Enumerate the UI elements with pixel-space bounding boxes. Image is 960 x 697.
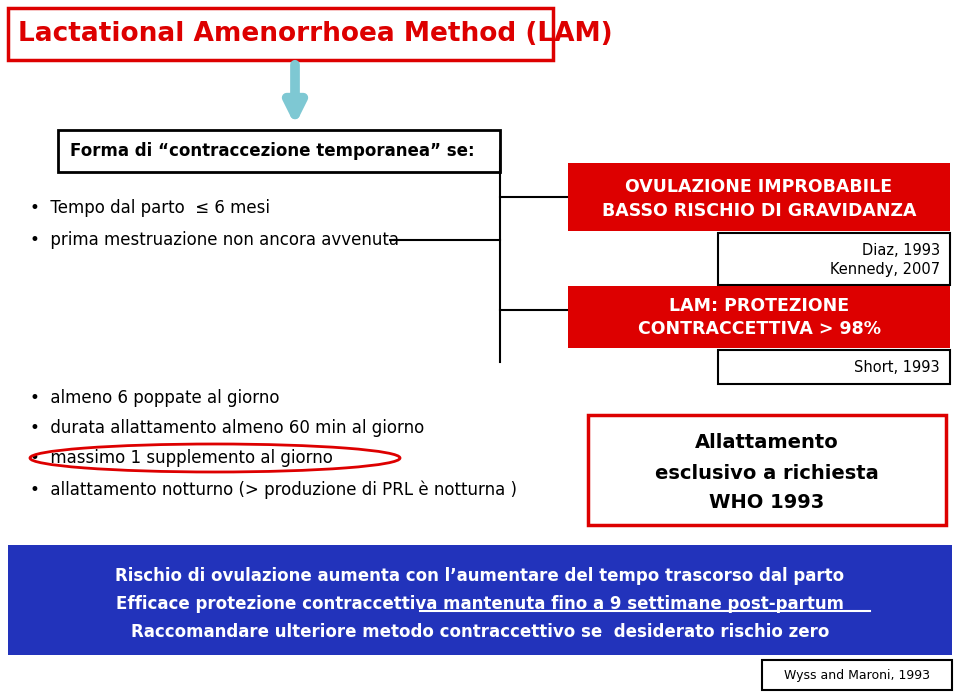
Text: Lactational Amenorrhoea Method (LAM): Lactational Amenorrhoea Method (LAM)	[18, 21, 612, 47]
Text: Raccomandare ulteriore metodo contraccettivo se  desiderato rischio zero: Raccomandare ulteriore metodo contraccet…	[131, 623, 829, 641]
Text: Short, 1993: Short, 1993	[854, 360, 940, 374]
Text: OVULAZIONE IMPROBABILE: OVULAZIONE IMPROBABILE	[625, 178, 893, 196]
Text: Efficace protezione contraccettiva mantenuta fino a 9 settimane post-partum: Efficace protezione contraccettiva mante…	[116, 595, 844, 613]
Text: Wyss and Maroni, 1993: Wyss and Maroni, 1993	[784, 668, 930, 682]
Bar	[8, 545, 952, 655]
Text: •  almeno 6 poppate al giorno: • almeno 6 poppate al giorno	[30, 389, 279, 407]
Text: esclusivo a richiesta: esclusivo a richiesta	[655, 464, 878, 483]
Bar	[568, 163, 950, 231]
Text: Kennedy, 2007: Kennedy, 2007	[829, 262, 940, 277]
Bar	[568, 286, 950, 348]
Text: •  Tempo dal parto  ≤ 6 mesi: • Tempo dal parto ≤ 6 mesi	[30, 199, 270, 217]
Text: Rischio di ovulazione aumenta con l’aumentare del tempo trascorso dal parto: Rischio di ovulazione aumenta con l’aume…	[115, 567, 845, 585]
Text: LAM: PROTEZIONE: LAM: PROTEZIONE	[669, 298, 849, 316]
Bar	[8, 8, 553, 60]
Bar	[718, 350, 950, 384]
Text: BASSO RISCHIO DI GRAVIDANZA: BASSO RISCHIO DI GRAVIDANZA	[602, 201, 916, 220]
Bar	[762, 660, 952, 690]
Text: WHO 1993: WHO 1993	[709, 493, 825, 512]
Text: •  massimo 1 supplemento al giorno: • massimo 1 supplemento al giorno	[30, 449, 333, 467]
Text: •  allattamento notturno (> produzione di PRL è notturna ): • allattamento notturno (> produzione di…	[30, 481, 517, 499]
Bar	[718, 233, 950, 285]
Text: Forma di “contraccezione temporanea” se:: Forma di “contraccezione temporanea” se:	[70, 142, 474, 160]
Bar	[588, 415, 946, 525]
Text: CONTRACCETTIVA > 98%: CONTRACCETTIVA > 98%	[637, 321, 880, 339]
Text: •  durata allattamento almeno 60 min al giorno: • durata allattamento almeno 60 min al g…	[30, 419, 424, 437]
Text: Allattamento: Allattamento	[695, 433, 839, 452]
Text: •  prima mestruazione non ancora avvenuta: • prima mestruazione non ancora avvenuta	[30, 231, 399, 249]
Text: Diaz, 1993: Diaz, 1993	[862, 243, 940, 258]
Bar	[58, 130, 500, 172]
